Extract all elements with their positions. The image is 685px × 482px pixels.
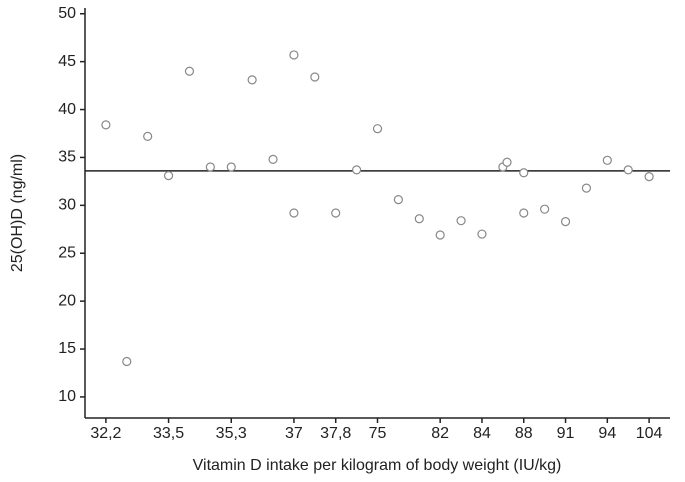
point [581,183,592,193]
x-tick-label: 82 [431,425,449,442]
point [502,157,512,167]
point [226,162,236,172]
point [414,214,424,224]
x-tick-label: 37 [285,425,303,442]
x-tick-label: 32,2 [90,425,121,442]
point [289,50,299,60]
x-tick-label: 84 [473,425,491,442]
x-tick-label: 91 [557,425,575,442]
x-tick-label: 35,3 [216,425,247,442]
x-axis-label: Vitamin D intake per kilogram of body we… [193,457,562,474]
y-axis-label: 25(OH)D (ng/ml) [9,154,26,272]
point [644,171,654,182]
point [560,217,571,227]
point [331,208,341,218]
x-tick-label: 104 [636,425,663,442]
x-tick-label: 37,8 [320,425,351,442]
y-tick-label: 50 [58,5,76,22]
point [101,120,111,130]
y-tick-label: 25 [58,244,76,261]
point [352,165,362,175]
y-tick-label: 30 [58,197,76,214]
x-tick-label: 33,5 [153,425,184,442]
point [163,171,174,181]
point [143,131,153,141]
x-tick-label: 75 [369,425,387,442]
point [602,155,612,165]
point [477,229,487,239]
point [519,168,529,178]
point [310,72,320,82]
y-tick-label: 20 [58,292,76,309]
x-tick-label: 94 [598,425,616,442]
point [393,194,403,205]
point [372,124,383,134]
point [435,230,445,240]
y-tick-label: 40 [58,101,76,118]
point [122,356,132,367]
point [268,154,278,164]
point [540,204,550,214]
point [184,66,195,76]
point [247,75,257,85]
y-tick-label: 10 [58,388,76,405]
point [519,208,529,218]
point [205,162,215,172]
point [623,165,633,175]
y-tick-label: 35 [58,149,76,166]
x-tick-label: 88 [515,425,533,442]
y-tick-label: 15 [58,340,76,357]
y-tick-label: 45 [58,53,76,70]
point [289,208,299,218]
point [456,216,466,226]
